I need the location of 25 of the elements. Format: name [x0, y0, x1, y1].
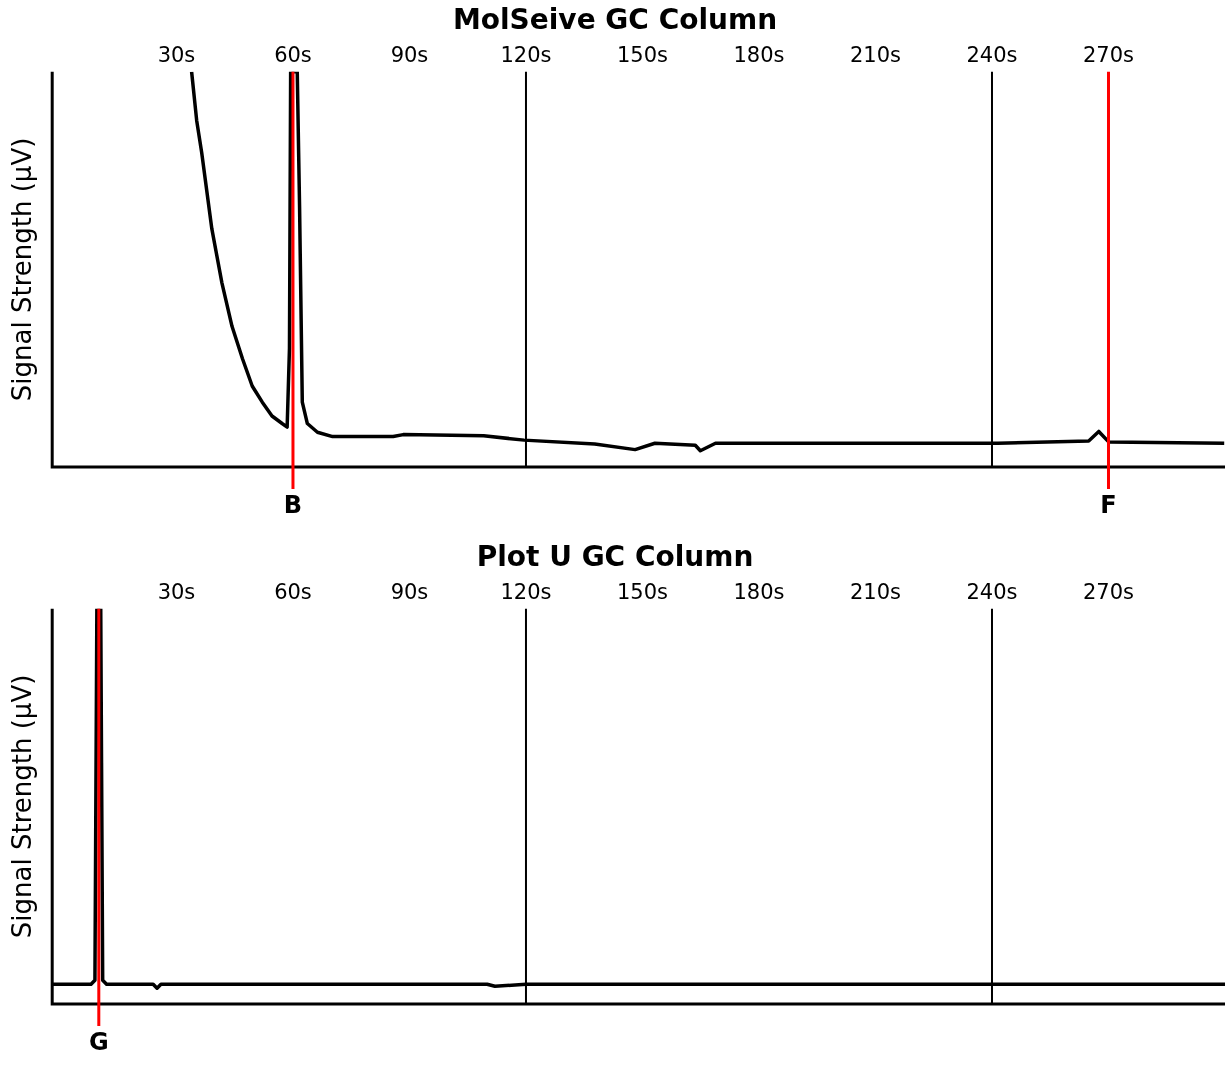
x-tick-label: 30s [157, 42, 196, 67]
ref-line-label: B [283, 491, 303, 520]
ref-line-label: G [88, 1028, 109, 1057]
x-tick-label: 180s [733, 579, 785, 604]
x-tick-label: 150s [616, 42, 668, 67]
x-tick-label: 90s [390, 42, 429, 67]
x-tick-label: 270s [1082, 42, 1135, 67]
chart-title: MolSeive GC Column [452, 3, 778, 37]
x-tick-label: 180s [733, 42, 785, 67]
y-axis-title: Signal Strength (µV) [7, 137, 38, 402]
x-tick-label: 120s [500, 579, 552, 604]
x-tick-label: 240s [966, 579, 1018, 604]
x-tick-label: 210s [849, 579, 902, 604]
chart-title: Plot U GC Column [476, 540, 754, 574]
ref-line-label: F [1100, 491, 1117, 520]
y-axis-title: Signal Strength (µV) [7, 674, 38, 939]
x-tick-label: 60s [274, 579, 312, 604]
x-tick-label: 60s [274, 42, 312, 67]
x-tick-label: 90s [390, 579, 429, 604]
x-tick-label: 30s [157, 579, 196, 604]
x-tick-label: 210s [849, 42, 902, 67]
x-tick-label: 150s [616, 579, 668, 604]
x-tick-label: 120s [500, 42, 552, 67]
x-tick-label: 240s [966, 42, 1018, 67]
x-tick-label: 270s [1082, 579, 1135, 604]
